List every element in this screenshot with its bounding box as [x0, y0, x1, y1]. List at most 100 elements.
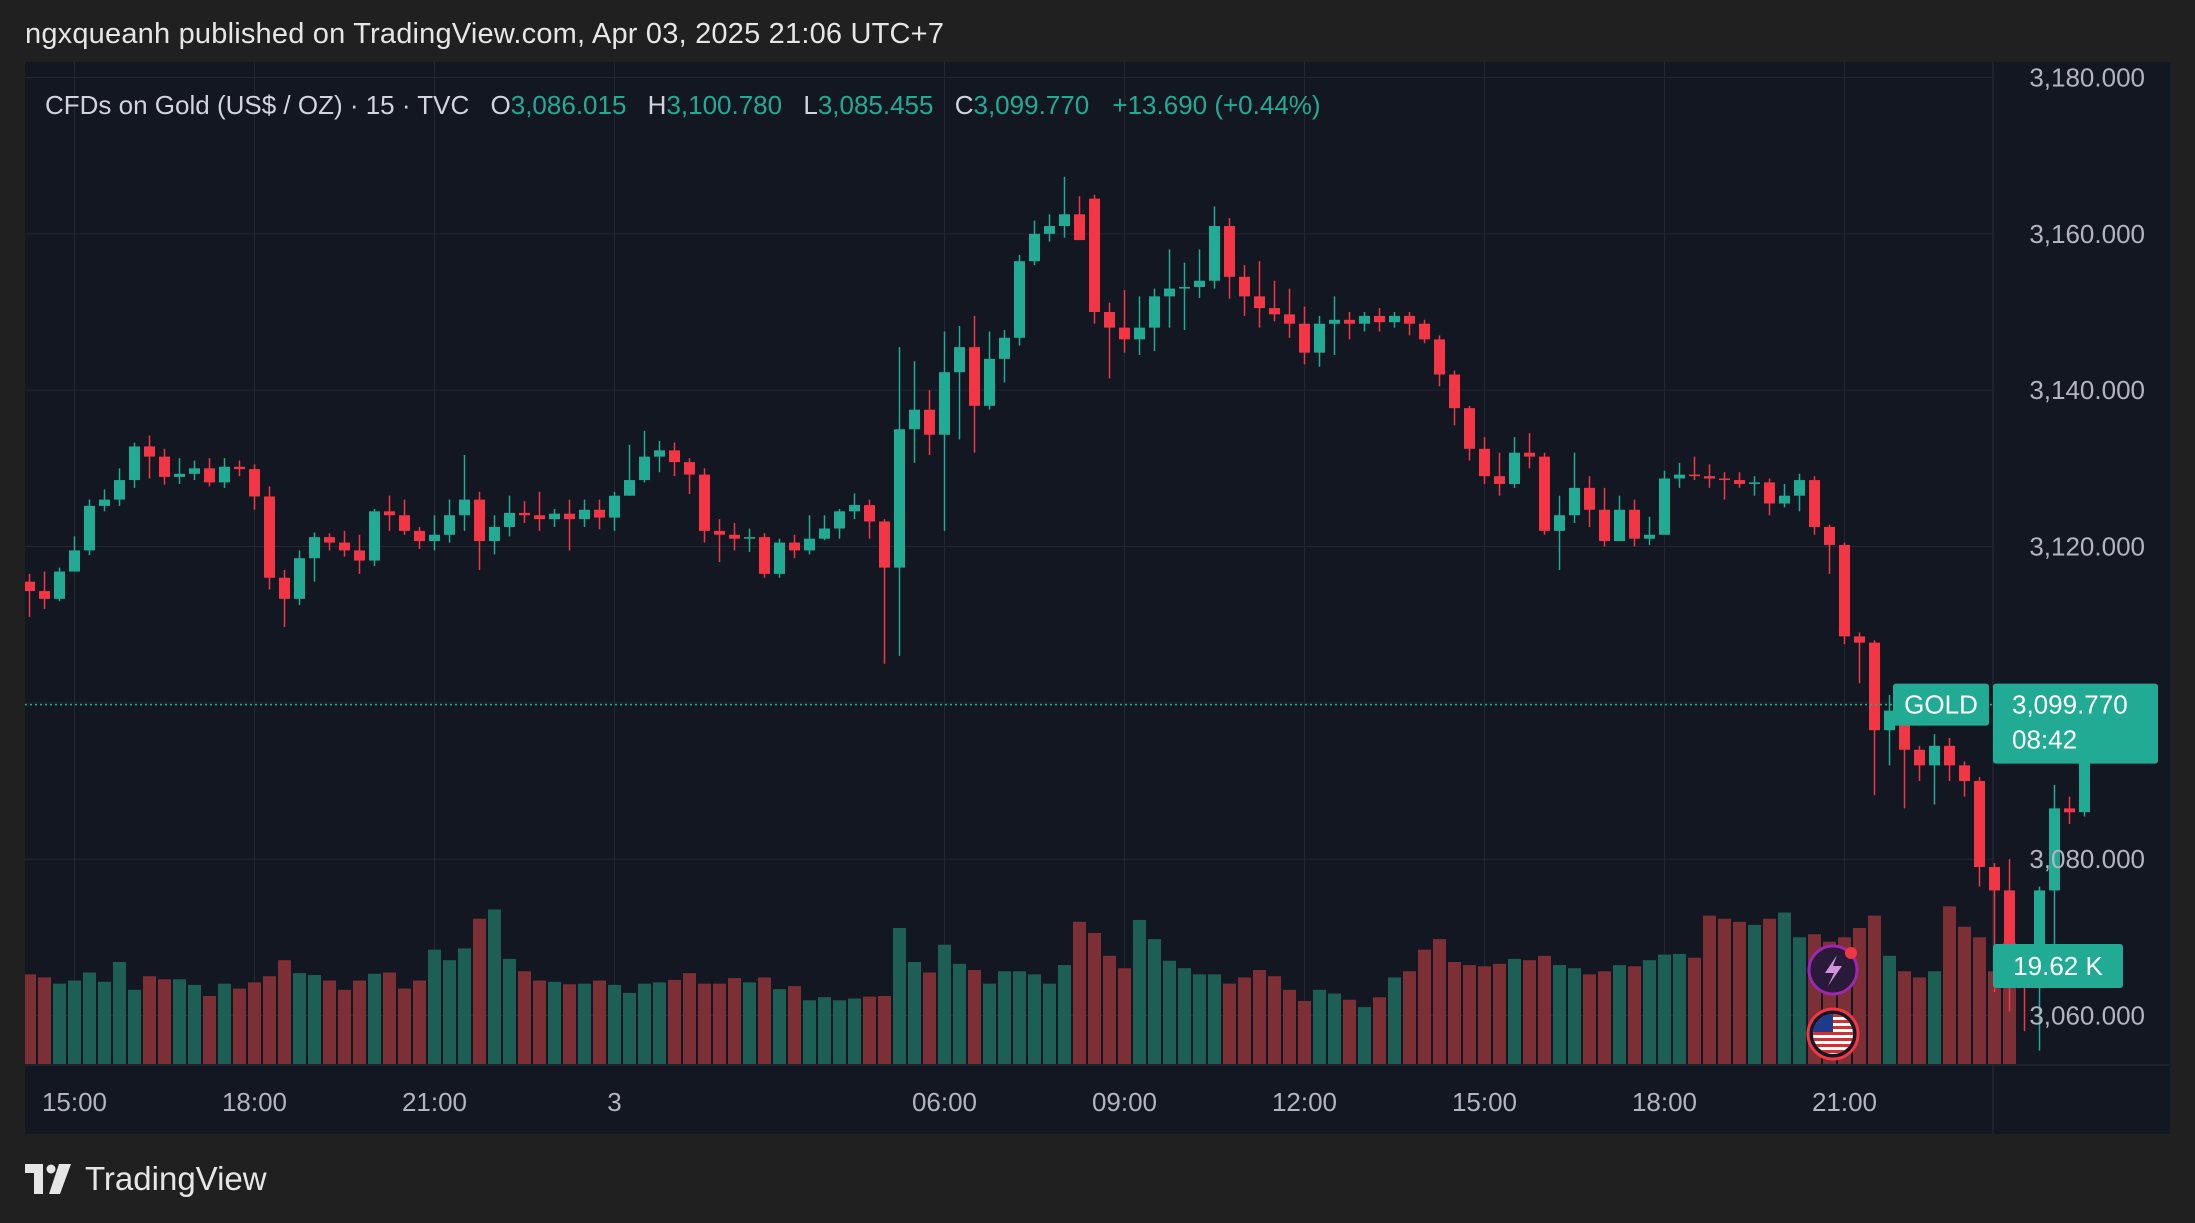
lightning-icon[interactable]	[1807, 944, 1859, 996]
volume-bar	[368, 973, 381, 1064]
candle	[1614, 495, 1625, 542]
candle	[1179, 262, 1190, 330]
candle-body	[1029, 233, 1040, 262]
volume-bar	[638, 983, 651, 1064]
candle	[2064, 796, 2075, 824]
candle-body	[264, 496, 275, 578]
candle-body	[444, 515, 455, 535]
volume-bar	[1703, 915, 1716, 1064]
candle	[324, 533, 335, 551]
chart-legend: CFDs on Gold (US$ / OZ) · 15 · TVC O3,08…	[45, 90, 1321, 121]
candle	[99, 489, 110, 512]
candle-body	[729, 534, 740, 539]
candle	[549, 508, 560, 527]
candle-body	[504, 512, 515, 527]
volume-bar	[1163, 960, 1176, 1064]
candle-body	[759, 537, 770, 574]
candle-body	[1584, 487, 1595, 510]
volume-bar	[1328, 993, 1341, 1064]
candle-body	[774, 542, 785, 574]
candle-body	[1809, 480, 1820, 527]
candle-body	[939, 372, 950, 435]
volume-bar	[233, 988, 246, 1064]
candle-body	[654, 450, 665, 457]
volume-bar	[728, 978, 741, 1064]
candle	[1554, 495, 1565, 570]
candle-body	[924, 409, 935, 435]
candle-body	[459, 499, 470, 516]
candle	[1974, 777, 1985, 887]
volume-bar	[998, 971, 1011, 1064]
volume-bar	[353, 980, 366, 1064]
candle	[1269, 280, 1280, 322]
grid-group	[25, 62, 1993, 1064]
volume-bar	[1028, 974, 1041, 1064]
candle	[774, 538, 785, 578]
candle-body	[1794, 480, 1805, 496]
candle	[1464, 405, 1475, 461]
candle	[834, 508, 845, 539]
x-tick-label: 12:00	[1272, 1087, 1337, 1117]
candle-body	[1869, 642, 1880, 731]
candle	[1734, 472, 1745, 488]
candle-body	[339, 542, 350, 551]
candle-body	[189, 468, 200, 474]
volume-bar	[83, 972, 96, 1064]
candle-body	[1614, 509, 1625, 542]
candle-body	[1179, 286, 1190, 289]
volume-bar	[593, 980, 606, 1064]
volume-bar	[38, 977, 51, 1064]
candle-body	[594, 509, 605, 518]
candle	[25, 573, 35, 617]
candlestick-chart[interactable]: 3,180.000 3,160.000 3,140.000 3,120.000 3,08…	[25, 62, 2170, 1134]
candle-body	[2004, 890, 2015, 969]
y-tick-label: 3,160.000	[2029, 219, 2145, 249]
candle-body	[324, 537, 335, 543]
x-tick-label: 15:00	[1452, 1087, 1517, 1117]
candle-body	[1329, 319, 1340, 324]
candle-body	[279, 577, 290, 599]
volume-bar	[863, 996, 876, 1064]
candle	[339, 530, 350, 557]
volume-bar	[788, 986, 801, 1064]
tradingview-brand[interactable]: TradingView	[25, 1160, 267, 1198]
flag-stripe	[1813, 1044, 1853, 1047]
volume-bar	[1133, 919, 1146, 1064]
candle	[534, 491, 545, 531]
volume-bar	[533, 980, 546, 1064]
candle	[114, 468, 125, 506]
candle	[189, 460, 200, 481]
candle-body	[1554, 515, 1565, 531]
volume-bar	[668, 979, 681, 1064]
candle-body	[1254, 296, 1265, 309]
symbol-badge-bg	[1893, 683, 1989, 726]
chart-panel[interactable]: 3,180.000 3,160.000 3,140.000 3,120.000 3,08…	[25, 62, 2170, 1134]
candle-body	[1404, 315, 1415, 324]
candle-body	[249, 469, 260, 497]
candle	[969, 315, 980, 453]
candle	[459, 455, 470, 531]
candle	[1314, 315, 1325, 367]
candle	[1209, 206, 1220, 289]
candle	[1344, 312, 1355, 340]
candle-body	[1134, 327, 1145, 340]
candle-body	[519, 512, 530, 516]
volume-bar	[1613, 965, 1626, 1064]
candle	[1929, 734, 1940, 805]
candle	[1584, 476, 1595, 527]
candle	[699, 468, 710, 543]
candle	[414, 526, 425, 549]
candle	[1629, 499, 1640, 547]
candle-body	[1149, 296, 1160, 328]
volume-bar	[128, 989, 141, 1064]
candle	[1044, 214, 1055, 242]
candle-body	[1434, 339, 1445, 375]
volume-bar	[938, 944, 951, 1064]
volume-bar	[1193, 974, 1206, 1064]
volume-bar	[623, 992, 636, 1064]
us-flag-icon[interactable]	[1806, 1007, 1860, 1061]
volume-bar	[1178, 968, 1191, 1064]
candle-body	[1914, 749, 1925, 766]
volume-bar	[893, 928, 906, 1064]
legend-symbol[interactable]: CFDs on Gold (US$ / OZ) · 15 · TVC	[45, 90, 470, 120]
